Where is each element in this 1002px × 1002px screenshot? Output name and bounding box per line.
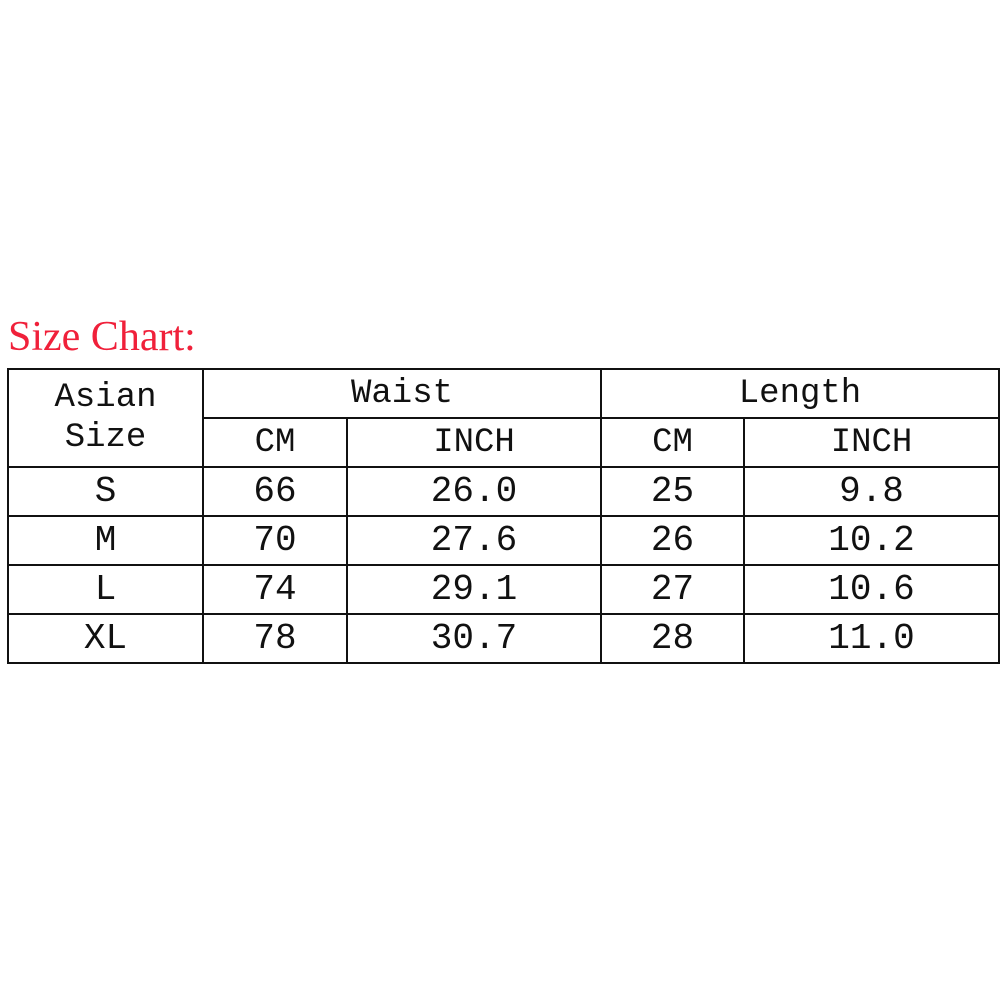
table-row: XL 78 30.7 28 11.0 (7, 613, 1000, 664)
length-header: Length (600, 368, 1000, 419)
waist-cm-header: CM (202, 417, 348, 468)
waist-cm-cell: 74 (202, 564, 348, 615)
length-inch-cell: 10.6 (743, 564, 1000, 615)
size-cell: L (7, 564, 204, 615)
length-cm-cell: 27 (600, 564, 745, 615)
table-row: S 66 26.0 25 9.8 (7, 466, 1000, 517)
length-inch-cell: 9.8 (743, 466, 1000, 517)
length-inch-header: INCH (743, 417, 1000, 468)
waist-cm-cell: 78 (202, 613, 348, 664)
asian-size-header: Asian Size (7, 368, 204, 468)
waist-cm-cell: 66 (202, 466, 348, 517)
length-inch-cell: 11.0 (743, 613, 1000, 664)
table-row: L 74 29.1 27 10.6 (7, 564, 1000, 615)
waist-inch-cell: 27.6 (346, 515, 602, 566)
waist-inch-cell: 29.1 (346, 564, 602, 615)
waist-inch-header: INCH (346, 417, 602, 468)
asian-label: Asian (54, 379, 157, 417)
size-chart-title: Size Chart: (8, 314, 196, 360)
length-cm-header: CM (600, 417, 745, 468)
waist-inch-cell: 26.0 (346, 466, 602, 517)
table-row: M 70 27.6 26 10.2 (7, 515, 1000, 566)
length-inch-cell: 10.2 (743, 515, 1000, 566)
size-cell: S (7, 466, 204, 517)
length-cm-cell: 26 (600, 515, 745, 566)
length-cm-cell: 28 (600, 613, 745, 664)
size-cell: M (7, 515, 204, 566)
waist-header: Waist (202, 368, 602, 419)
size-chart-table: Asian Size Waist Length CM INCH CM INCH … (7, 368, 1000, 664)
size-label: Size (64, 419, 147, 457)
size-cell: XL (7, 613, 204, 664)
waist-inch-cell: 30.7 (346, 613, 602, 664)
waist-cm-cell: 70 (202, 515, 348, 566)
length-cm-cell: 25 (600, 466, 745, 517)
